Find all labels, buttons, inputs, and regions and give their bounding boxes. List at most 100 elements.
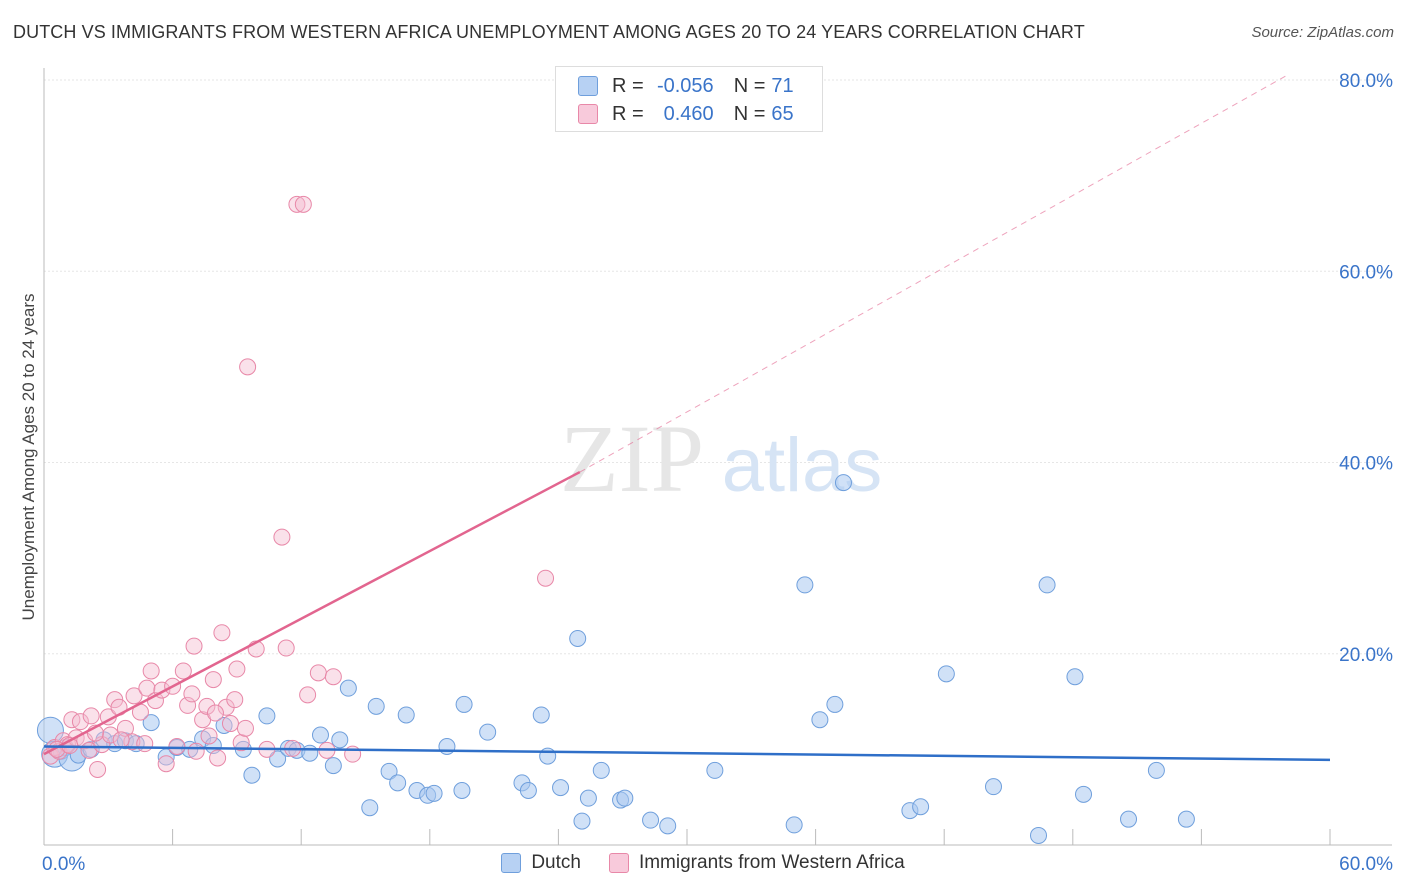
immigrants-point <box>82 707 100 725</box>
stats-row-immigrants: R = 0.460 N = 65 <box>578 102 794 126</box>
dutch-point <box>324 757 342 775</box>
dutch-point <box>181 740 199 758</box>
immigrants-point <box>101 726 119 744</box>
immigrants-point <box>299 686 317 704</box>
legend-immigrants-label: Immigrants from Western Africa <box>638 852 905 873</box>
dutch-point <box>659 817 677 835</box>
immigrants-point <box>125 687 143 705</box>
dutch-point <box>569 629 587 647</box>
immigrants-point <box>183 685 201 703</box>
dutch-point <box>258 707 276 725</box>
immigrants-point <box>106 691 124 709</box>
dutch-point <box>826 695 844 713</box>
dutch-point <box>339 679 357 697</box>
dutch-point <box>785 816 803 834</box>
dutch-point <box>425 784 443 802</box>
legend-dutch-swatch <box>501 853 522 873</box>
dutch-point <box>937 665 955 683</box>
dutch-point <box>532 706 550 724</box>
immigrants-point <box>136 735 154 753</box>
dutch-point <box>1177 810 1195 828</box>
dutch-n-label: N = <box>733 74 766 97</box>
immigrants-point <box>236 719 254 737</box>
immigrants-n-value: 65 <box>771 102 794 125</box>
immigrants-point <box>288 195 306 213</box>
immigrants-point <box>277 639 295 657</box>
immigrants-point <box>179 696 197 714</box>
immigrants-point <box>537 569 555 587</box>
source-label: Source: ZipAtlas.com <box>1251 24 1394 41</box>
dutch-point <box>1066 668 1084 686</box>
y-axis-label: Unemployment Among Ages 20 to 24 years <box>19 294 38 621</box>
dutch-point <box>455 695 473 713</box>
dutch-point <box>1038 576 1056 594</box>
dutch-point <box>984 778 1002 796</box>
dutch-point <box>380 762 398 780</box>
y-tick-label: 40.0% <box>1339 454 1393 475</box>
immigrants-point <box>157 755 175 773</box>
immigrants-point <box>63 711 81 729</box>
dutch-point <box>1120 810 1138 828</box>
immigrants-point <box>273 528 291 546</box>
immigrants-point <box>206 704 224 722</box>
dutch-swatch <box>578 76 598 96</box>
dutch-point <box>367 697 385 715</box>
dutch-point <box>331 731 349 749</box>
chart-legend: Dutch Immigrants from Western Africa <box>0 852 1406 874</box>
stats-box: R = -0.056 N = 71 R = 0.460 N = 65 <box>555 66 823 132</box>
dutch-point <box>616 789 634 807</box>
dutch-point <box>389 774 407 792</box>
immigrants-point <box>71 713 89 731</box>
watermark-zip: ZIP <box>560 405 704 512</box>
x-tick-label: 60.0% <box>1339 854 1393 875</box>
immigrants-point <box>228 660 246 678</box>
dutch-point <box>1075 785 1093 803</box>
immigrants-point <box>294 195 312 213</box>
immigrants-point <box>204 671 222 689</box>
immigrants-point <box>112 731 130 749</box>
dutch-point <box>579 789 597 807</box>
dutch-point <box>311 726 329 744</box>
immigrants-point <box>89 760 107 778</box>
dutch-point <box>243 766 261 784</box>
dutch-point <box>1147 761 1165 779</box>
dutch-point <box>796 576 814 594</box>
immigrants-point <box>168 738 186 756</box>
immigrants-point <box>209 749 227 767</box>
immigrants-r-value: 0.460 <box>663 102 714 125</box>
dutch-point <box>453 781 471 799</box>
immigrants-point <box>138 679 156 697</box>
dutch-point <box>479 723 497 741</box>
dutch-point <box>912 798 930 816</box>
legend-item-dutch[interactable]: Dutch <box>501 852 581 874</box>
immigrants-point <box>239 358 257 376</box>
dutch-point <box>142 714 160 732</box>
immigrants-trend-extension <box>579 74 1288 473</box>
dutch-point <box>438 738 456 756</box>
dutch-point <box>552 779 570 797</box>
immigrants-point <box>324 668 342 686</box>
dutch-point <box>397 706 415 724</box>
dutch-trend-line <box>43 745 1331 762</box>
immigrants-point <box>174 662 192 680</box>
legend-immigrants-swatch <box>608 853 629 873</box>
dutch-r-label: R = <box>612 74 644 97</box>
dutch-n-value: 71 <box>771 74 794 97</box>
immigrants-point <box>187 742 205 760</box>
immigrants-point <box>221 715 239 733</box>
immigrants-swatch <box>578 104 598 124</box>
x-tick-label: 0.0% <box>42 854 85 875</box>
stats-row-dutch: R = -0.056 N = 71 <box>578 74 794 98</box>
immigrants-point <box>309 664 327 682</box>
dutch-point <box>301 744 319 762</box>
dutch-point <box>642 811 660 829</box>
dutch-point <box>834 474 852 492</box>
dutch-point <box>519 781 537 799</box>
y-tick-label: 80.0% <box>1339 71 1393 92</box>
legend-item-immigrants[interactable]: Immigrants from Western Africa <box>608 852 905 874</box>
dutch-point <box>573 812 591 830</box>
immigrants-trend-line <box>43 470 581 756</box>
immigrants-n-label: N = <box>733 102 766 125</box>
dutch-r-value: -0.056 <box>656 74 714 97</box>
